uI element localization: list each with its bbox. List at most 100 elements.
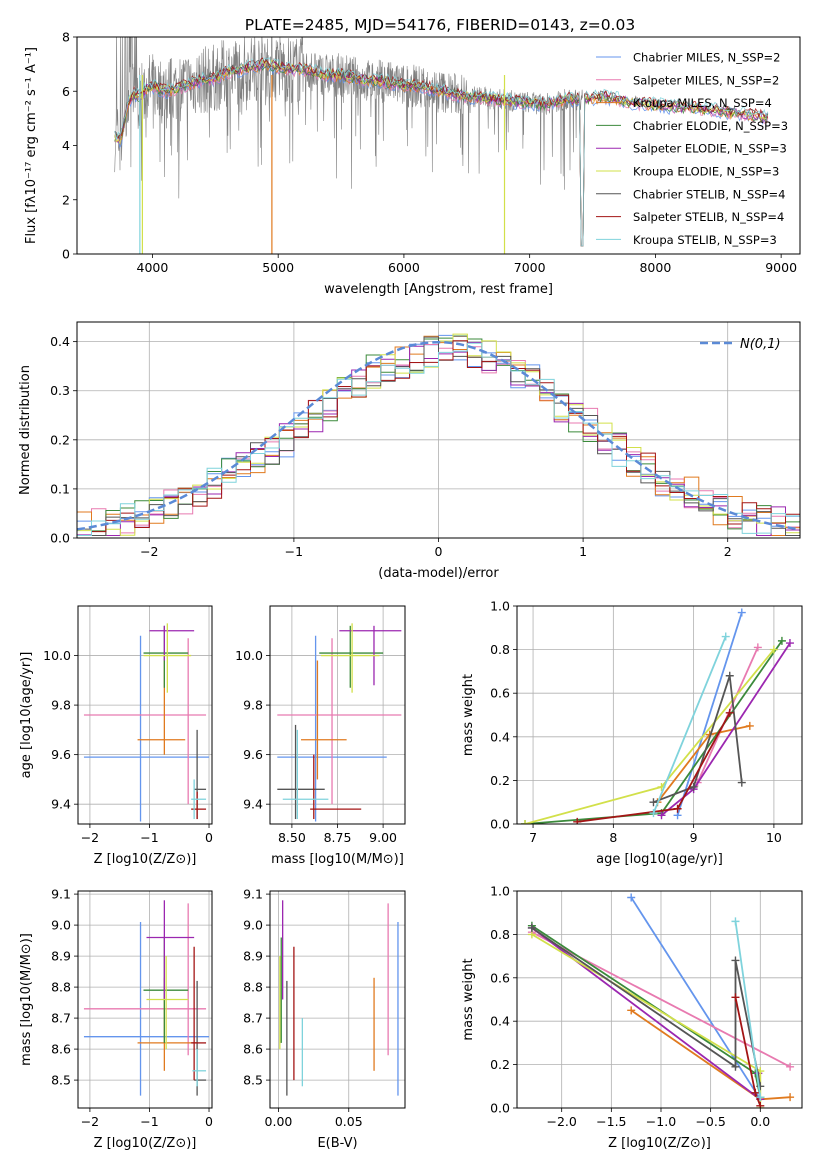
errorbar-point — [282, 729, 329, 820]
plot-area-age_vs_Z — [78, 606, 212, 824]
legend-label: Chabrier MILES, N_SSP=2 — [633, 51, 780, 65]
panel-mass_vs_Z: −2 −1 0 8.5 8.6 8.7 8.8 8.9 9.0 9.1 Z [log10(Z/Z⊙)… — [19, 887, 213, 1151]
x-axis-label: (data-model)/error — [378, 566, 499, 581]
normal-curve — [77, 340, 800, 531]
x-tick-label: −2 — [81, 1114, 99, 1129]
errorbar-point — [310, 754, 362, 820]
x-axis-label: Z [log10(Z/Z⊙)] — [94, 852, 197, 867]
axes-frame — [77, 890, 213, 1109]
errorbar-point — [277, 724, 325, 820]
errorbar-point — [137, 660, 186, 755]
weight-marker — [649, 798, 658, 807]
x-tick-label: 7000 — [514, 260, 546, 275]
y-tick-label: 9.8 — [51, 698, 71, 713]
weight-marker — [737, 608, 746, 617]
legend-label: Salpeter STELIB, N_SSP=4 — [633, 210, 784, 224]
y-tick-label: 0.2 — [490, 1057, 510, 1072]
y-tick-label: 8.5 — [243, 1073, 263, 1088]
x-tick-label: 0.05 — [335, 1114, 363, 1129]
x-tick-label: 2 — [724, 544, 732, 559]
x-tick-label: 8.75 — [324, 830, 352, 845]
axes-frame — [516, 890, 803, 1109]
x-tick-label: 0.0 — [750, 1114, 770, 1129]
y-tick-label: 9.0 — [243, 918, 263, 933]
y-tick-label: 2 — [62, 192, 70, 207]
y-tick-label: 6 — [62, 84, 70, 99]
figure-title: PLATE=2485, MJD=54176, FIBERID=0143, z=0… — [245, 16, 635, 34]
y-tick-label: 1.0 — [490, 884, 510, 899]
x-tick-label: 10 — [766, 830, 782, 845]
y-tick-label: 8.6 — [51, 1042, 71, 1057]
y-tick-label: 9.6 — [243, 747, 263, 762]
plot-area-weight_vs_age — [517, 606, 802, 824]
errorbar-point — [83, 635, 210, 822]
legend-label: Salpeter ELODIE, N_SSP=3 — [633, 142, 787, 156]
x-tick-label: 5000 — [262, 260, 294, 275]
weight-marker — [737, 778, 746, 787]
x-tick-label: 0 — [205, 830, 213, 845]
y-tick-label: 0.6 — [490, 970, 510, 985]
weight-marker — [769, 645, 778, 654]
axes-frame — [269, 890, 406, 1109]
x-tick-label: 8000 — [639, 260, 671, 275]
plot-area-spectrum — [114, 37, 769, 254]
weight-marker — [721, 632, 730, 641]
panel-weight_vs_Z: −2.0 −1.5 −1.0 −0.5 0.0 0.0 0.2 0.4 0.6 0.8 1.0 Z [… — [461, 884, 803, 1151]
model-spectrum-line — [114, 58, 768, 247]
x-axis-label: mass [log10(M/M⊙)] — [271, 852, 404, 867]
errorbar-point — [321, 623, 380, 693]
y-tick-label: 0.0 — [490, 817, 510, 832]
weight-line — [676, 612, 743, 816]
y-tick-label: 9.1 — [243, 887, 263, 902]
axes-frame — [77, 605, 213, 825]
x-axis-label: wavelength [Angstrom, rest frame] — [324, 282, 553, 297]
y-tick-label: 0.8 — [490, 642, 510, 657]
x-tick-label: 7 — [529, 830, 537, 845]
weight-marker — [573, 817, 582, 824]
y-tick-label: 0.4 — [490, 1014, 510, 1029]
weight-marker — [731, 1062, 740, 1071]
y-tick-label: 1.0 — [490, 599, 510, 614]
y-tick-label: 0.4 — [50, 334, 70, 349]
weight-marker — [657, 811, 666, 820]
panel-residuals: −2 −1 0 1 2 0.0 0.1 0.2 0.3 0.4 (data-model)/error… — [18, 321, 801, 581]
errorbar-point — [191, 946, 207, 1081]
errorbar-point — [143, 623, 192, 693]
y-tick-label: 8.7 — [243, 1011, 263, 1026]
y-tick-label: 10.0 — [235, 648, 263, 663]
weight-marker — [673, 804, 682, 813]
x-tick-label: 9000 — [765, 260, 797, 275]
x-axis-label: age [log10(age/yr)] — [596, 852, 723, 867]
y-tick-label: 8.7 — [51, 1011, 71, 1026]
errorbar-point — [319, 625, 384, 688]
y-axis-label: Flux [fλ10⁻¹⁷ erg cm⁻² s⁻¹ A⁻¹] — [24, 47, 39, 244]
x-tick-label: −1 — [140, 1114, 158, 1129]
panel-age_vs_Z: −2 −1 0 9.4 9.6 9.8 10.0 Z [log10(Z/Z⊙)] age [lo… — [19, 605, 213, 867]
plot-area-weight_vs_Z — [517, 891, 802, 1108]
errorbar-point — [83, 638, 207, 805]
y-tick-label: 8.9 — [243, 949, 263, 964]
plot-area-mass_vs_EBV — [270, 891, 405, 1108]
plot-area-age_vs_mass — [270, 606, 405, 824]
errorbar-point — [194, 980, 207, 1096]
errorbar-point — [192, 1049, 207, 1087]
x-tick-label: −1.0 — [646, 1114, 676, 1129]
legend-label: Chabrier ELODIE, N_SSP=3 — [633, 119, 788, 133]
x-axis-label: Z [log10(Z/Z⊙)] — [608, 1136, 711, 1151]
weight-marker — [689, 782, 698, 791]
weight-marker — [649, 809, 658, 818]
errorbar-point — [194, 729, 207, 820]
x-tick-label: 0 — [205, 1114, 213, 1129]
x-tick-label: 9 — [690, 830, 698, 845]
weight-marker — [751, 1088, 760, 1097]
y-tick-label: 0 — [62, 247, 70, 262]
legend-label: Salpeter MILES, N_SSP=2 — [633, 73, 779, 87]
x-axis-label: E(B-V) — [317, 1136, 357, 1151]
errorbar-point — [191, 779, 207, 820]
legend: Chabrier MILES, N_SSP=2 Salpeter MILES, N… — [596, 51, 788, 247]
model-spectrum-line — [114, 57, 769, 247]
weight-marker — [777, 636, 786, 645]
y-tick-label: 8 — [62, 30, 70, 45]
legend-label: Kroupa ELODIE, N_SSP=3 — [633, 165, 779, 179]
x-tick-label: −0.5 — [695, 1114, 725, 1129]
